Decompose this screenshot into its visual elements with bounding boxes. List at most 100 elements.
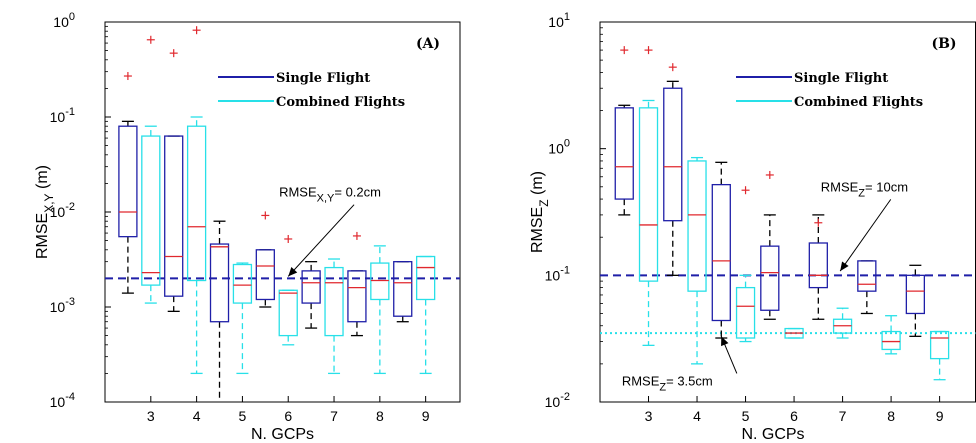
box-body [929, 330, 950, 360]
x-tick-value: 4 [693, 408, 701, 424]
box-0-1 [164, 49, 184, 312]
box-0-2 [209, 220, 230, 402]
y-tick-exp: -4 [65, 391, 75, 403]
box-body [614, 107, 634, 200]
x-axis-label: N. GCPs [251, 426, 314, 443]
y-axis-label-main: RMSE [529, 207, 546, 253]
outlier-marker [352, 231, 361, 240]
annotation-rest: = 10cm [865, 179, 908, 194]
y-tick-label: 101 [548, 11, 570, 30]
x-tick-label: 4 [693, 408, 701, 424]
box-1-6 [415, 255, 436, 375]
y-tick-base: 10 [50, 204, 66, 220]
x-tick-value: 7 [330, 408, 338, 424]
y-tick-label: 10-2 [545, 391, 570, 410]
y-tick-exp: 0 [69, 11, 75, 23]
x-tick-value: 8 [887, 408, 895, 424]
box-body [905, 274, 926, 315]
box-1-1 [687, 156, 707, 365]
box-0-6 [393, 261, 413, 323]
y-tick-exp: -2 [65, 201, 75, 213]
box-body [301, 270, 321, 304]
y-tick-label: 10-1 [545, 264, 570, 283]
x-tick-label: 6 [284, 408, 292, 424]
x-tick-label: 3 [147, 408, 155, 424]
annotation-arrow-line [839, 199, 892, 272]
x-tick-value: 7 [839, 408, 847, 424]
box-1-4 [324, 258, 344, 375]
box-1-5 [370, 245, 390, 375]
outlier-marker [814, 218, 823, 227]
x-axis-label: N. GCPs [741, 426, 804, 443]
x-tick-value: 5 [742, 408, 750, 424]
panel-label: (A) [416, 36, 440, 52]
box-1-0 [141, 35, 161, 304]
box-body [857, 260, 877, 292]
box-body [186, 125, 207, 282]
y-axis-label-unit: (m) [34, 165, 51, 193]
box-0-4 [808, 214, 828, 320]
y-axis-label: RMSEZ (m) [529, 171, 551, 253]
y-tick-label: 10-1 [50, 106, 75, 125]
annotation-sub: Z [659, 381, 666, 393]
box-body [278, 289, 298, 337]
box-body [415, 255, 436, 301]
y-tick-base: 10 [545, 394, 561, 410]
y-tick-base: 10 [53, 14, 69, 30]
y-tick-label: 10-4 [50, 391, 75, 410]
box-body [735, 286, 756, 339]
y-tick-exp: -3 [65, 296, 75, 308]
outlier-marker [123, 72, 132, 81]
box-body [164, 135, 184, 297]
x-tick-label: 7 [839, 408, 847, 424]
panel-label-text: (A) [416, 36, 440, 52]
x-tick-label: 4 [193, 408, 201, 424]
x-tick-value: 9 [422, 408, 430, 424]
y-tick-base: 10 [50, 394, 66, 410]
x-axis-label-text: N. GCPs [741, 426, 804, 443]
x-tick-label: 6 [790, 408, 798, 424]
outlier-marker [765, 170, 774, 179]
box-0-3 [760, 170, 780, 320]
x-tick-label: 9 [936, 408, 944, 424]
legend-label-0: Single Flight [794, 71, 888, 86]
annotation-sub: X,Y [317, 193, 335, 205]
annotation-rest: = 0.2cm [334, 185, 381, 200]
y-tick-label: 100 [548, 138, 570, 157]
box-body [687, 160, 707, 292]
x-tick-label: 8 [887, 408, 895, 424]
box-body [118, 125, 138, 238]
panel-label: (B) [931, 36, 956, 52]
series-1 [141, 26, 436, 375]
y-tick-base: 10 [50, 109, 66, 125]
box-body [370, 262, 390, 301]
x-tick-value: 4 [193, 408, 201, 424]
y-tick-base: 10 [50, 299, 66, 315]
y-tick-base: 10 [548, 14, 564, 30]
outlier-marker [284, 234, 293, 243]
box-0-3 [255, 211, 275, 308]
box-body [209, 243, 230, 323]
outlier-marker [620, 46, 629, 55]
y-axis-label-unit: (m) [529, 171, 546, 199]
outlier-marker [668, 63, 677, 72]
box-body [232, 263, 253, 304]
box-1-3 [784, 327, 804, 339]
box-0-4 [301, 261, 321, 329]
x-tick-label: 3 [645, 408, 653, 424]
x-axis-label-text: N. GCPs [251, 426, 314, 443]
x-tick-value: 8 [376, 408, 384, 424]
series-1 [638, 46, 950, 381]
y-tick-exp: 1 [564, 11, 570, 23]
box-0-5 [347, 231, 367, 337]
x-tick-label: 9 [422, 408, 430, 424]
outlier-marker [146, 35, 155, 44]
box-1-3 [278, 234, 298, 346]
box-body [324, 266, 344, 337]
box-body [881, 330, 901, 351]
box-0-0 [614, 46, 634, 216]
box-1-1 [186, 26, 207, 375]
y-axis-label: RMSEX,Y (m) [34, 165, 56, 259]
box-body [347, 270, 367, 323]
box-1-0 [638, 46, 659, 347]
